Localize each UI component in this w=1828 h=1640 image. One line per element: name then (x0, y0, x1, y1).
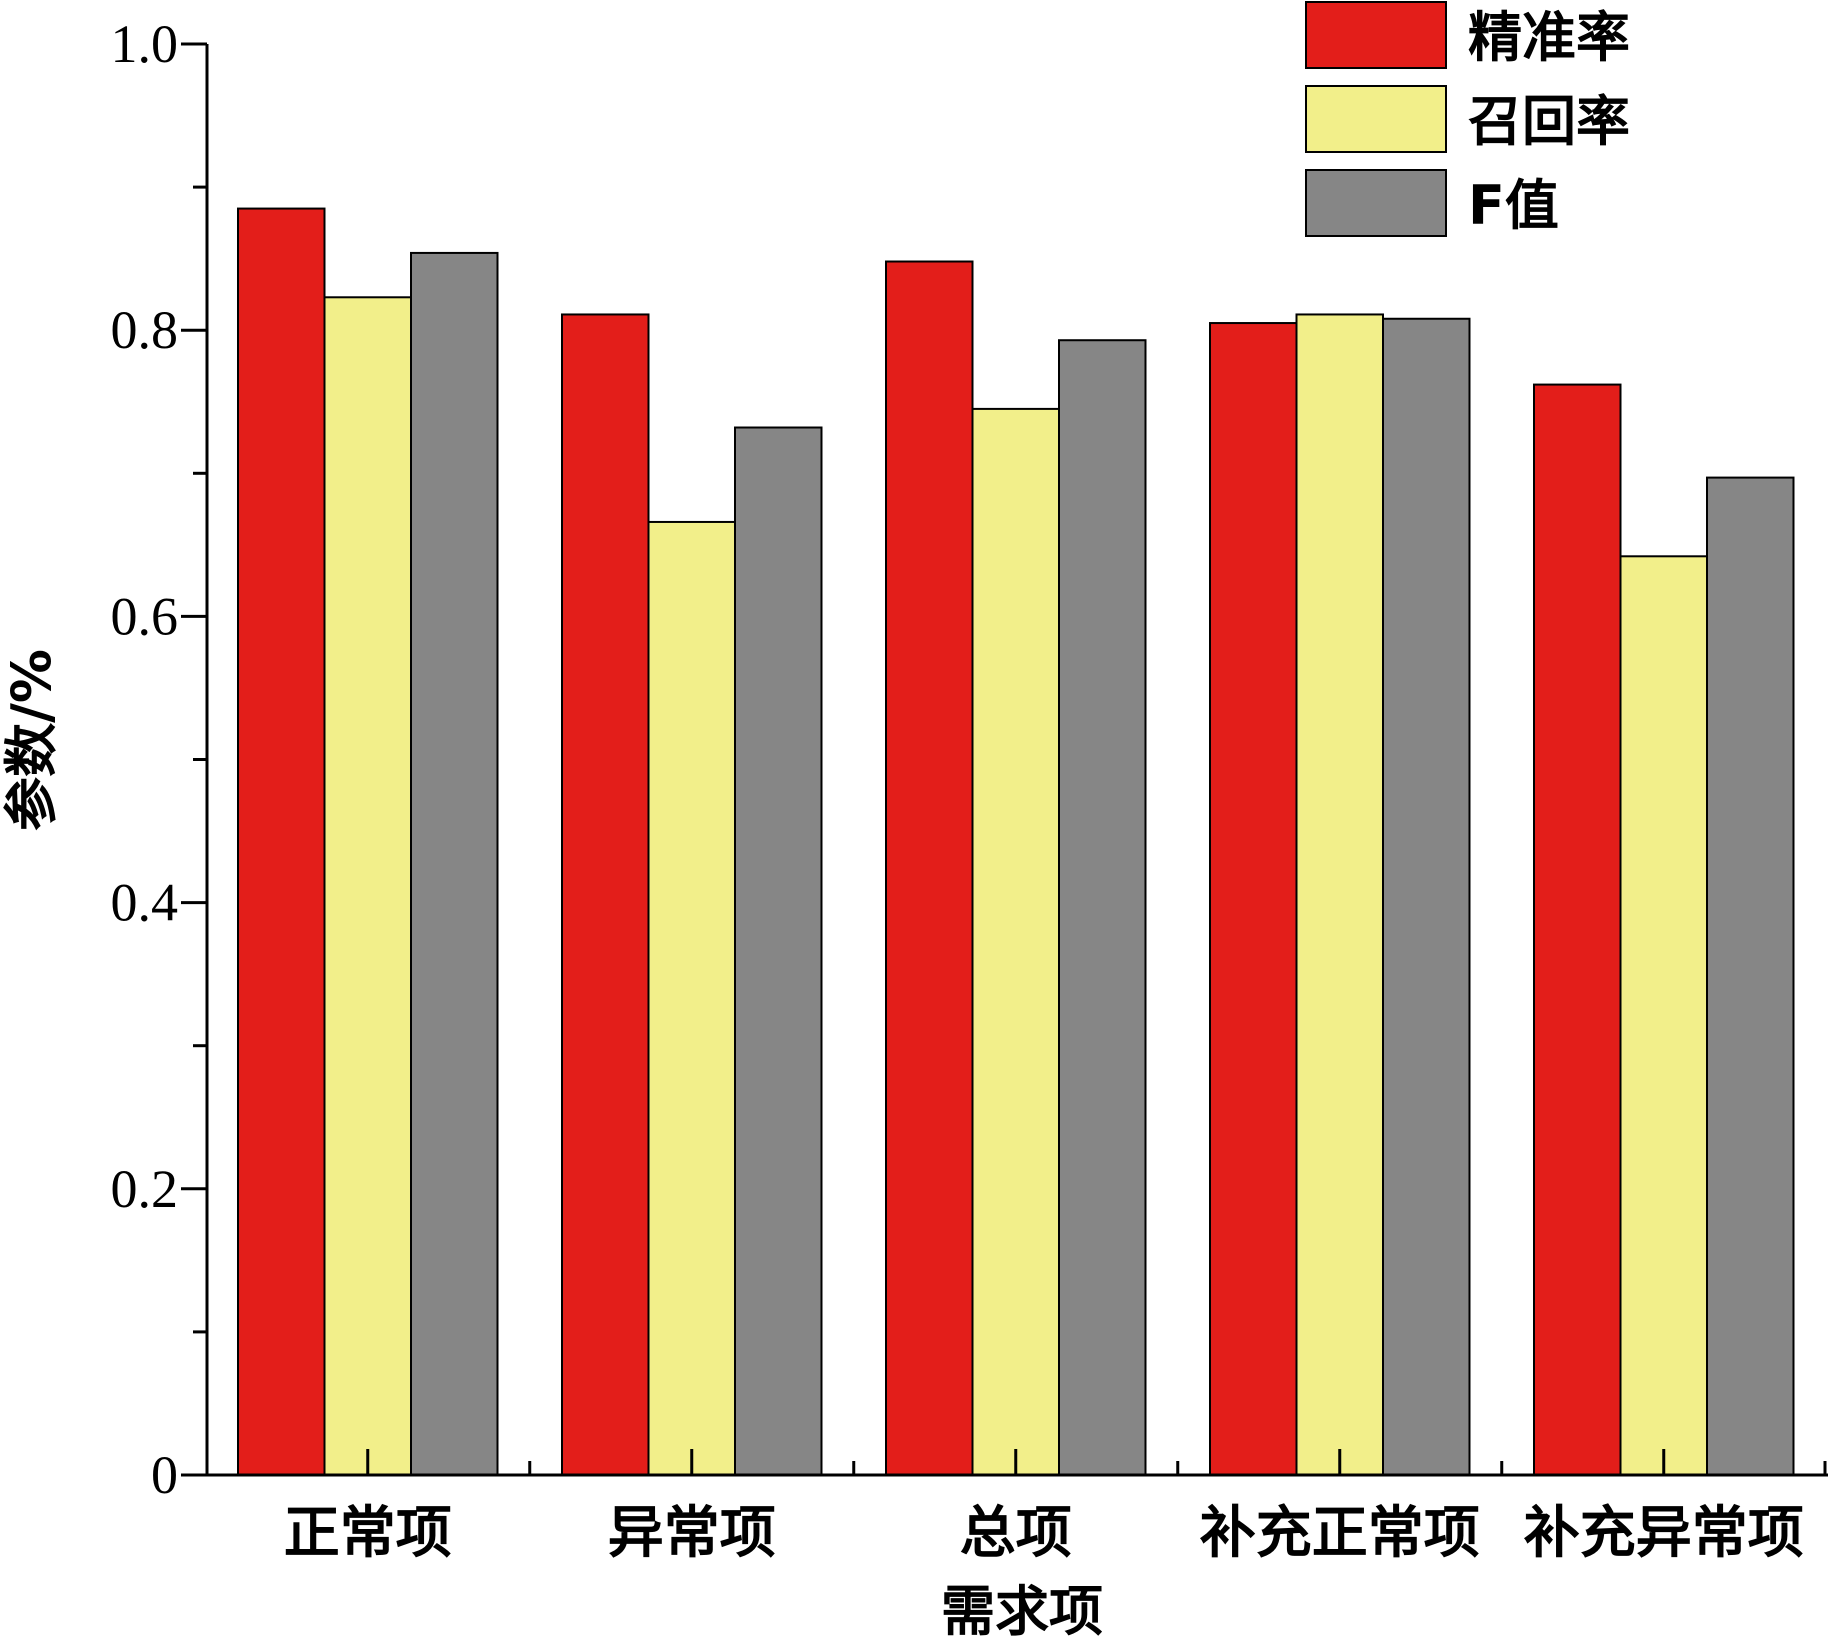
bar-1-4 (1209, 322, 1298, 1476)
bar-2-4 (1295, 313, 1384, 1477)
x-tick-label-3: 总项 (960, 1501, 1072, 1566)
x-tick-label-4: 补充正常项 (1200, 1501, 1480, 1566)
bar-1-5 (1533, 383, 1622, 1476)
legend-label-2: 召回率 (1468, 90, 1630, 153)
y-tick-label-6: 1.0 (111, 14, 179, 74)
bar-3-5 (1706, 476, 1795, 1476)
legend-label-3: F值 (1468, 174, 1559, 237)
x-tick-label-1: 正常项 (284, 1501, 452, 1566)
y-tick-label-1: 0 (151, 1445, 178, 1505)
y-tick-label-5: 0.8 (111, 300, 179, 360)
bar-1-2 (561, 313, 650, 1477)
bar-2-1 (323, 296, 412, 1476)
legend-swatch-3 (1305, 169, 1447, 237)
bar-3-1 (410, 251, 499, 1476)
bar-2-2 (647, 520, 736, 1476)
axes-group: 0 0.2 0.4 0.6 0.8 1.0 正常项 异常项 总项 补充正常项 补充异常项 (111, 14, 1828, 1566)
bar-1-1 (237, 207, 326, 1477)
legend-label-1: 精准率 (1468, 6, 1630, 69)
x-tick-label-2: 异常项 (608, 1501, 776, 1566)
y-axis-title: 参数/% (0, 649, 63, 831)
bar-3-3 (1058, 339, 1147, 1476)
legend-swatch-2 (1305, 85, 1447, 153)
bar-3-2 (734, 426, 823, 1476)
y-tick-label-3: 0.4 (111, 873, 179, 933)
bar-2-5 (1619, 555, 1708, 1476)
bar-3-4 (1382, 317, 1471, 1477)
bars-group (237, 207, 1795, 1477)
legend-swatch-1 (1305, 1, 1447, 69)
bar-1-3 (885, 260, 974, 1477)
bar-2-3 (971, 407, 1060, 1476)
y-tick-label-4: 0.6 (111, 586, 179, 646)
x-axis-title: 需求项 (941, 1580, 1103, 1640)
y-tick-label-2: 0.2 (111, 1159, 179, 1219)
x-tick-label-5: 补充异常项 (1524, 1501, 1804, 1566)
